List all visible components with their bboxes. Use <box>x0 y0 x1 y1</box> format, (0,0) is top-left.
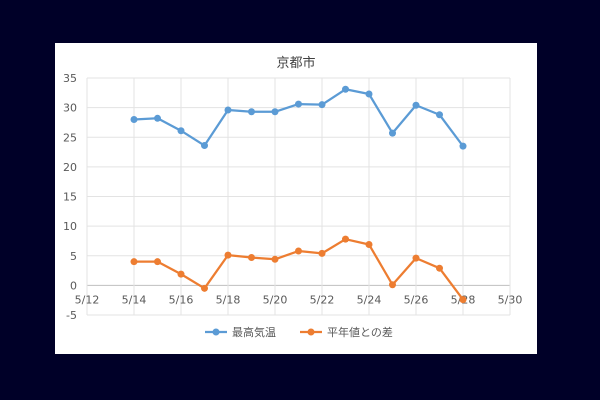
data-point <box>130 258 138 266</box>
data-point <box>412 254 420 262</box>
legend: 最高気温 平年値との差 <box>205 325 393 339</box>
y-tick-label: 10 <box>63 220 77 233</box>
chart-title: 京都市 <box>276 55 315 71</box>
data-point <box>342 235 349 243</box>
data-point <box>248 108 255 116</box>
data-point <box>248 254 255 262</box>
data-point <box>365 90 373 98</box>
x-tick-label: 5/16 <box>169 293 194 306</box>
x-tick-label: 5/24 <box>357 293 382 306</box>
data-point <box>177 270 185 278</box>
legend-marker-2 <box>307 328 315 336</box>
x-tick-label: 5/30 <box>498 293 523 306</box>
x-tick-label: 5/26 <box>404 293 429 306</box>
data-point <box>177 127 185 135</box>
legend-label-1: 最高気温 <box>232 325 276 339</box>
x-tick-label: 5/18 <box>216 293 241 306</box>
data-point <box>389 129 396 137</box>
data-point <box>130 115 138 123</box>
data-point <box>412 101 420 109</box>
data-point <box>318 101 326 109</box>
data-point <box>154 114 161 122</box>
data-point <box>224 251 232 259</box>
x-tick-label: 5/22 <box>310 293 335 306</box>
y-tick-label: 0 <box>70 279 77 292</box>
y-tick-label: 25 <box>63 131 77 144</box>
y-axis-ticks: 35 30 25 20 15 10 5 0 -5 <box>63 72 77 322</box>
data-point <box>201 142 208 150</box>
data-point <box>436 264 443 272</box>
legend-marker-1 <box>212 328 220 336</box>
data-point <box>224 106 232 114</box>
data-point <box>365 240 373 248</box>
data-point <box>436 111 443 119</box>
plot-area <box>130 85 467 304</box>
y-tick-label: 5 <box>70 250 77 263</box>
data-point <box>201 284 208 292</box>
data-point <box>295 100 302 108</box>
y-tick-label: 35 <box>63 72 77 85</box>
y-tick-label: 20 <box>63 161 77 174</box>
data-point <box>154 258 161 266</box>
x-tick-label: 5/12 <box>75 293 100 306</box>
data-point <box>459 296 467 304</box>
y-tick-label: -5 <box>66 309 77 322</box>
data-point <box>459 142 467 150</box>
x-axis-ticks: 5/125/145/165/185/205/225/245/265/285/30 <box>75 293 523 306</box>
line-chart: 京都市 35 30 25 20 15 10 5 0 -5 5/12 5/14 5/16 5/18 5/2… <box>63 55 523 339</box>
data-point <box>389 281 396 289</box>
x-tick-label: 5/14 <box>122 293 147 306</box>
y-tick-label: 15 <box>63 191 77 204</box>
data-point <box>295 247 302 255</box>
y-tick-label: 30 <box>63 102 77 115</box>
legend-label-2: 平年値との差 <box>327 325 393 339</box>
x-tick-label: 5/20 <box>263 293 288 306</box>
data-point <box>342 85 349 93</box>
data-point <box>271 255 279 263</box>
chart-frame: 京都市 35 30 25 20 15 10 5 0 -5 5/12 5/14 5/16 5/18 5/2… <box>55 43 537 354</box>
data-point <box>318 249 326 257</box>
data-point <box>271 108 279 116</box>
